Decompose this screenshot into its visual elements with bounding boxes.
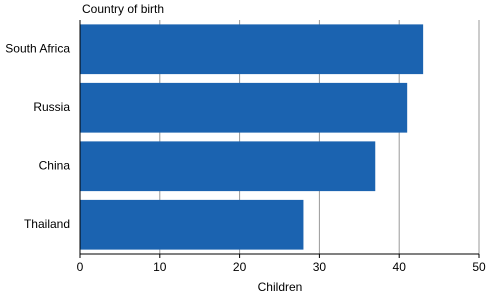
y-tick-label: China [39,158,71,172]
x-tick-label: 40 [393,260,407,274]
x-tick-label: 10 [153,260,167,274]
y-tick-label: Thailand [24,217,70,231]
bar [80,141,376,192]
y-tick-label: South Africa [5,41,70,55]
x-tick-label: 50 [472,260,486,274]
y-tick-label: Russia [33,100,70,114]
bar [80,24,424,75]
chart-title: Country of birth [82,2,164,16]
x-tick-label: 30 [313,260,327,274]
x-tick-label: 20 [233,260,247,274]
bar [80,82,408,133]
x-axis-label: Children [258,280,303,294]
bar [80,199,304,250]
x-tick-label: 0 [77,260,84,274]
